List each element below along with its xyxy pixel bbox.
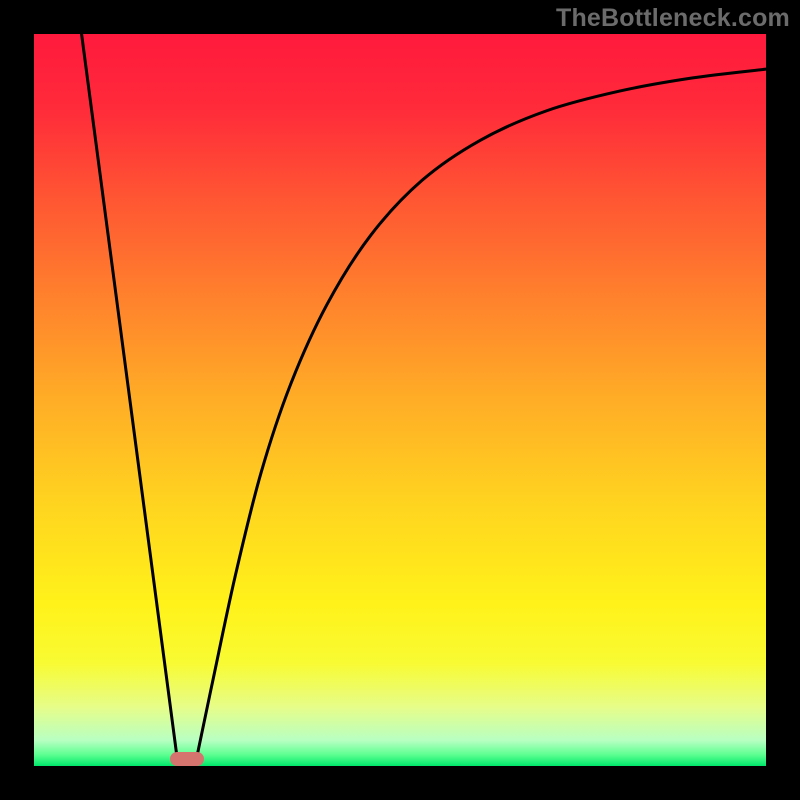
plot-frame-bottom xyxy=(0,766,800,800)
chart-stage: TheBottleneck.com xyxy=(0,0,800,800)
curve-left-segment xyxy=(82,34,177,755)
optimum-marker xyxy=(170,752,204,765)
plot-frame-left xyxy=(0,0,34,800)
plot-area xyxy=(34,34,766,766)
plot-frame-right xyxy=(766,0,800,800)
bottleneck-curve xyxy=(34,34,766,766)
curve-right-segment xyxy=(197,69,766,755)
watermark-text: TheBottleneck.com xyxy=(556,4,790,33)
